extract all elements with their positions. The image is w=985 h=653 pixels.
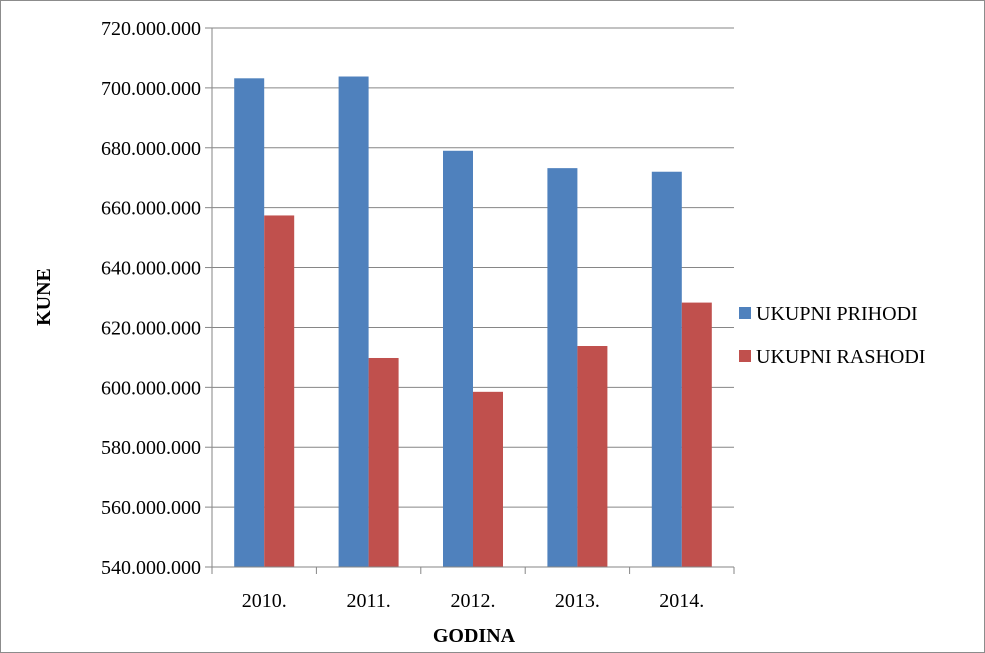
x-tick-labels: 2010. 2011. 2012. 2013. 2014. <box>242 590 705 612</box>
bar <box>577 346 608 567</box>
bar <box>547 168 578 567</box>
bar <box>368 357 399 567</box>
legend: UKUPNI PRIHODI UKUPNI RASHODI <box>739 303 925 368</box>
y-tick-label: 540.000.000 <box>101 557 201 579</box>
x-tick-label: 2011. <box>346 590 390 612</box>
x-tick-label: 2010. <box>242 590 287 612</box>
legend-swatch <box>739 350 751 362</box>
legend-label: UKUPNI RASHODI <box>756 346 925 368</box>
bar <box>234 78 265 567</box>
y-tick-label: 600.000.000 <box>101 377 201 399</box>
bars <box>234 76 712 568</box>
y-tick-labels: 540.000.000 560.000.000 580.000.000 600.000… <box>101 18 201 579</box>
legend-label: UKUPNI PRIHODI <box>756 303 918 325</box>
y-tick-label: 560.000.000 <box>101 497 201 519</box>
x-tick-label: 2013. <box>555 590 600 612</box>
bar <box>651 171 682 567</box>
x-tick-label: 2014. <box>659 590 704 612</box>
bar <box>473 391 503 567</box>
bar <box>681 302 712 567</box>
y-tick-label: 700.000.000 <box>101 78 201 100</box>
y-tick-label: 720.000.000 <box>101 18 201 40</box>
legend-swatch <box>739 307 751 319</box>
y-tick-label: 660.000.000 <box>101 198 201 220</box>
y-tick-label: 620.000.000 <box>101 317 201 339</box>
x-tick-label: 2012. <box>451 590 496 612</box>
axes <box>211 28 735 574</box>
bar <box>443 150 473 567</box>
y-tick-label: 640.000.000 <box>101 258 201 280</box>
bar <box>264 215 295 568</box>
y-tick-label: 580.000.000 <box>101 437 201 459</box>
x-axis-title: GODINA <box>433 625 516 647</box>
y-tick-label: 680.000.000 <box>101 138 201 160</box>
bar <box>338 76 369 567</box>
y-axis-title: KUNE <box>33 268 55 326</box>
